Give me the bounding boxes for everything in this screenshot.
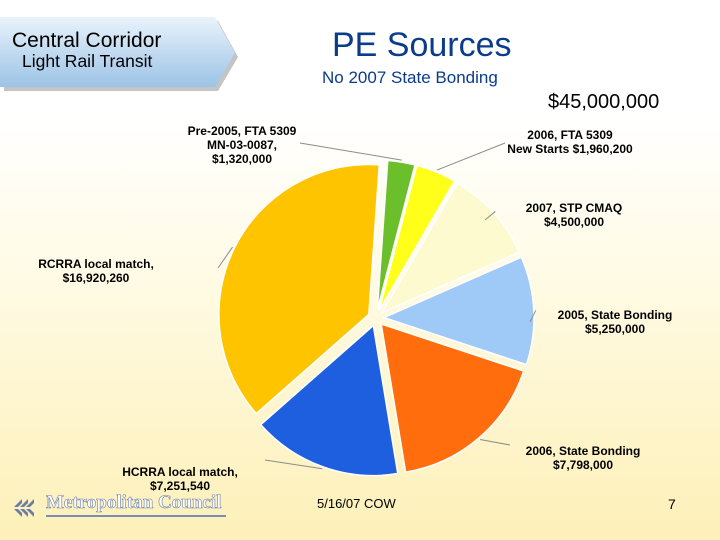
- pie-slice: [378, 164, 456, 311]
- pie-slice: [259, 324, 399, 477]
- page-subtitle: No 2007 State Bonding: [322, 68, 498, 87]
- metropolitan-council-logo: Metropolitan Council: [14, 492, 229, 522]
- slice-label: Pre-2005, FTA 5309 MN-03-0087, $1,320,000: [188, 124, 297, 166]
- page-number: 7: [668, 496, 676, 512]
- leader-line: [217, 246, 233, 269]
- slice-label: 2006, FTA 5309 New Starts $1,960,200: [507, 128, 633, 156]
- slice-label: 2007, STP CMAQ $4,500,000: [526, 201, 622, 229]
- footer-date: 5/16/07 COW: [317, 496, 396, 511]
- slice-label: 2005, State Bonding $5,250,000: [558, 308, 673, 336]
- leader-line: [529, 310, 537, 323]
- total-amount: $45,000,000: [548, 91, 660, 113]
- pie-slice: [376, 159, 416, 311]
- banner-title: Central Corridor: [12, 29, 162, 52]
- pie-slice: [380, 322, 525, 473]
- leader-line: [264, 459, 323, 470]
- pie-slice: [381, 256, 535, 366]
- leader-line: [299, 142, 402, 161]
- leader-line: [479, 439, 511, 446]
- leader-line: [484, 211, 496, 221]
- banner-subtitle: Light Rail Transit: [22, 51, 153, 71]
- slice-label: HCRRA local match, $7,251,540: [122, 465, 238, 493]
- leader-line: [436, 142, 506, 171]
- slice-label: RCRRA local match, $16,920,260: [38, 257, 154, 285]
- pie-slice: [218, 163, 381, 415]
- page-title: PE Sources: [332, 26, 512, 64]
- header-banner: [0, 17, 238, 91]
- slice-label: 2006, State Bonding $7,798,000: [526, 444, 641, 472]
